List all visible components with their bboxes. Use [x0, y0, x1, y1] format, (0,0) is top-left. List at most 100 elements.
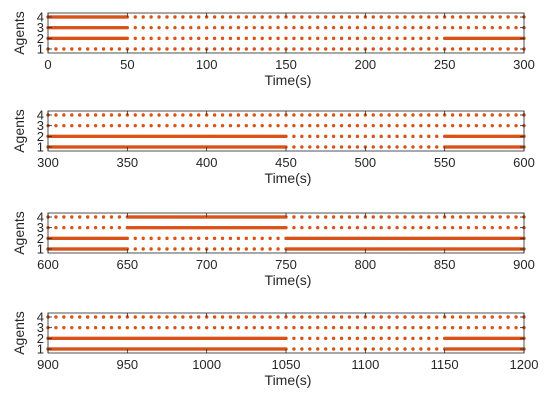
event-marker-agent-3 [308, 25, 312, 30]
event-marker-agent-3 [109, 225, 114, 230]
event-marker-agent-4 [268, 113, 272, 117]
x-tick-label: 600 [513, 155, 535, 170]
event-marker-agent-3 [323, 25, 328, 30]
x-tick-label: 600 [37, 257, 59, 272]
event-marker-agent-4 [109, 315, 114, 319]
event-marker-agent-3 [506, 25, 510, 30]
event-marker-agent-4 [458, 315, 463, 319]
event-marker-agent-4 [117, 315, 122, 319]
event-marker-agent-3 [181, 123, 185, 128]
event-marker-agent-4 [427, 113, 431, 117]
event-marker-agent-4 [252, 113, 256, 117]
event-marker-agent-2 [395, 336, 399, 341]
event-marker-agent-4 [220, 113, 225, 117]
event-marker-agent-3 [411, 225, 415, 230]
event-marker-agent-3 [93, 123, 98, 128]
event-marker-agent-4 [62, 215, 66, 219]
y-tick-label: 4 [37, 10, 44, 25]
event-marker-agent-2 [411, 36, 415, 41]
event-marker-agent-1 [252, 47, 256, 51]
event-marker-agent-1 [268, 47, 272, 51]
event-marker-agent-1 [316, 145, 320, 149]
event-marker-agent-4 [236, 15, 241, 19]
event-marker-agent-3 [435, 25, 439, 30]
event-marker-agent-3 [514, 123, 518, 128]
event-marker-agent-4 [498, 315, 502, 319]
event-marker-agent-2 [157, 236, 161, 241]
event-marker-agent-2 [284, 134, 288, 139]
y-tick-label: 2 [37, 129, 44, 144]
event-marker-agent-1 [292, 47, 296, 51]
event-marker-agent-2 [339, 134, 344, 139]
event-marker-agent-4 [308, 315, 312, 319]
event-marker-agent-4 [260, 113, 264, 117]
event-marker-agent-1 [514, 47, 518, 51]
event-marker-agent-1 [244, 247, 249, 251]
y-tick-label: 3 [37, 320, 44, 335]
event-marker-agent-4 [419, 113, 423, 117]
event-marker-agent-2 [323, 36, 328, 41]
event-marker-agent-1 [236, 47, 241, 51]
event-marker-agent-1 [149, 247, 153, 251]
event-marker-agent-4 [474, 215, 479, 219]
event-marker-agent-4 [395, 15, 399, 19]
event-marker-agent-3 [101, 123, 106, 128]
event-marker-agent-3 [316, 25, 320, 30]
event-marker-agent-1 [395, 347, 399, 351]
event-marker-agent-2 [339, 36, 344, 41]
event-marker-agent-2 [236, 236, 241, 241]
event-marker-agent-2 [355, 36, 360, 41]
event-marker-agent-3 [435, 123, 439, 128]
event-marker-agent-1 [181, 47, 185, 51]
event-marker-agent-3 [458, 123, 463, 128]
event-marker-agent-4 [133, 113, 137, 117]
event-marker-agent-4 [379, 315, 383, 319]
event-marker-agent-3 [54, 225, 58, 230]
event-marker-agent-2 [284, 36, 288, 41]
event-marker-agent-2 [387, 336, 391, 341]
x-tick-label: 150 [275, 57, 297, 72]
event-marker-agent-4 [403, 315, 407, 319]
event-marker-agent-2 [347, 134, 352, 139]
event-marker-agent-4 [387, 215, 391, 219]
event-marker-agent-4 [355, 315, 360, 319]
x-tick-label: 1000 [192, 357, 221, 372]
event-marker-agent-3 [411, 325, 415, 330]
event-marker-agent-1 [498, 47, 502, 51]
event-marker-agent-3 [189, 123, 193, 128]
event-marker-agent-1 [197, 247, 201, 251]
event-marker-agent-3 [458, 225, 463, 230]
event-marker-agent-3 [474, 325, 479, 330]
event-marker-agent-1 [252, 247, 256, 251]
event-marker-agent-2 [387, 36, 391, 41]
event-marker-agent-2 [395, 134, 399, 139]
event-marker-agent-3 [379, 325, 383, 330]
event-marker-agent-3 [355, 123, 360, 128]
event-marker-agent-4 [395, 113, 399, 117]
event-marker-agent-3 [109, 325, 114, 330]
event-marker-agent-4 [323, 113, 328, 117]
event-marker-agent-1 [427, 47, 431, 51]
event-marker-agent-1 [220, 247, 225, 251]
event-marker-agent-1 [411, 47, 415, 51]
event-marker-agent-3 [125, 325, 130, 330]
event-marker-agent-3 [300, 123, 304, 128]
x-tick-label: 1200 [510, 357, 539, 372]
event-marker-agent-1 [395, 47, 399, 51]
event-marker-agent-4 [85, 113, 90, 117]
event-marker-agent-4 [308, 215, 312, 219]
event-marker-agent-1 [78, 47, 82, 51]
event-marker-agent-4 [117, 113, 122, 117]
event-marker-agent-4 [387, 15, 391, 19]
y-tick-label: 1 [37, 140, 44, 155]
event-marker-agent-4 [109, 113, 114, 117]
event-marker-agent-3 [395, 225, 399, 230]
event-marker-agent-3 [236, 325, 241, 330]
event-marker-agent-3 [204, 325, 209, 330]
x-tick-label: 0 [44, 57, 51, 72]
event-marker-agent-4 [101, 215, 106, 219]
event-marker-agent-3 [189, 325, 193, 330]
event-marker-agent-4 [482, 315, 487, 319]
event-marker-agent-1 [276, 247, 280, 251]
